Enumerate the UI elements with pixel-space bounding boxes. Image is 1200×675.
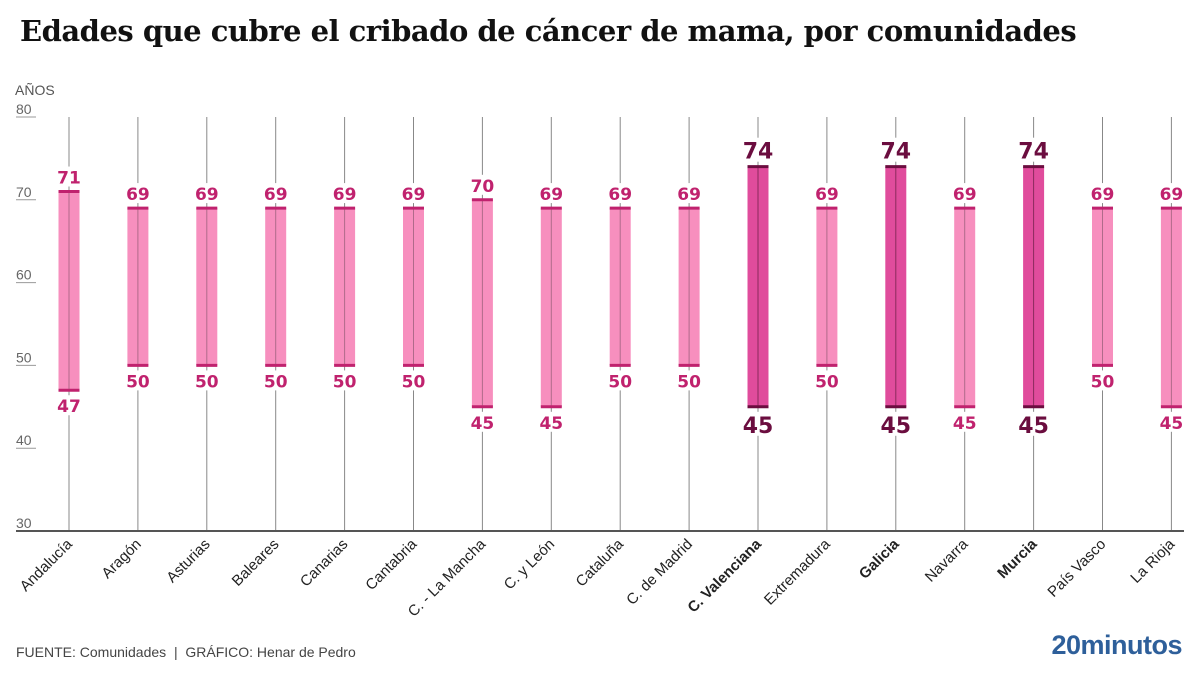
min-label-bg — [124, 370, 151, 391]
max-value-label: 69 — [815, 185, 839, 205]
min-value-label: 50 — [126, 372, 150, 392]
max-value-label: 74 — [1018, 140, 1049, 165]
max-value-label: 74 — [743, 140, 774, 165]
max-label-bg — [1017, 137, 1050, 162]
min-value-label: 50 — [264, 372, 288, 392]
min-value-label: 50 — [333, 372, 357, 392]
max-label-bg — [193, 183, 220, 204]
x-tick-label: C. de Madrid — [623, 536, 696, 609]
x-tick-label: Baleares — [229, 536, 283, 590]
x-tick-label: Aragón — [99, 536, 145, 582]
x-tick-label: Canarias — [297, 536, 351, 590]
min-label-bg — [1158, 411, 1185, 432]
min-value-label: 45 — [539, 414, 563, 434]
x-tick-label: País Vasco — [1044, 536, 1109, 601]
max-label-bg — [56, 166, 82, 187]
x-tick-label: La Rioja — [1127, 535, 1178, 586]
max-label-bg — [742, 137, 774, 162]
y-tick-label: 40 — [16, 432, 32, 448]
min-label-bg — [607, 370, 634, 391]
min-label-bg — [1017, 411, 1050, 436]
min-value-label: 50 — [608, 372, 632, 392]
min-label-bg — [193, 370, 220, 391]
max-value-label: 71 — [57, 169, 81, 189]
y-tick-label: 50 — [16, 349, 32, 365]
max-value-label: 69 — [608, 185, 632, 205]
x-tick-label: Navarra — [922, 535, 972, 585]
max-value-label: 69 — [1091, 185, 1115, 205]
min-label-bg — [951, 411, 978, 432]
min-value-label: 45 — [743, 414, 774, 439]
max-label-bg — [1158, 183, 1185, 204]
y-tick-label: 80 — [16, 101, 32, 117]
max-value-label: 74 — [880, 140, 911, 165]
x-tick-label: C. y León — [501, 536, 558, 593]
x-tick-label: C. Valenciana — [684, 535, 765, 616]
min-label-bg — [469, 411, 496, 432]
y-tick-label: 70 — [16, 184, 32, 200]
min-label-bg — [262, 370, 289, 391]
max-label-bg — [607, 183, 634, 204]
min-value-label: 45 — [1018, 414, 1049, 439]
max-label-bg — [538, 183, 565, 204]
min-value-label: 45 — [1160, 414, 1184, 434]
x-tick-label: Andalucía — [17, 535, 77, 595]
brand-logo: 20minutos — [1051, 630, 1182, 660]
min-value-label: 50 — [195, 372, 219, 392]
x-tick-label: Asturias — [163, 536, 213, 586]
min-label-bg — [538, 411, 565, 432]
min-label-bg — [813, 370, 840, 391]
min-value-label: 45 — [880, 414, 911, 439]
max-label-bg — [400, 183, 427, 204]
source-credit: FUENTE: Comunidades | GRÁFICO: Henar de … — [16, 644, 356, 660]
y-tick-label: 60 — [16, 267, 32, 283]
x-tick-label: Extremadura — [761, 535, 834, 608]
max-label-bg — [879, 137, 912, 162]
max-value-label: 69 — [264, 185, 288, 205]
min-value-label: 50 — [815, 372, 839, 392]
y-tick-label: 30 — [16, 515, 32, 531]
max-label-bg — [1089, 183, 1116, 204]
max-value-label: 69 — [677, 185, 701, 205]
max-label-bg — [469, 174, 496, 195]
x-tick-label: Galicia — [856, 535, 903, 582]
chart-title: Edades que cubre el cribado de cáncer de… — [20, 14, 1077, 48]
max-value-label: 69 — [402, 185, 426, 205]
x-tick-label: Cataluña — [573, 535, 628, 590]
min-label-bg — [331, 370, 358, 391]
max-value-label: 69 — [333, 185, 357, 205]
max-value-label: 69 — [195, 185, 219, 205]
min-value-label: 50 — [402, 372, 426, 392]
min-value-label: 45 — [471, 414, 495, 434]
max-value-label: 70 — [471, 177, 495, 197]
max-label-bg — [262, 183, 289, 204]
max-label-bg — [676, 183, 703, 204]
max-label-bg — [813, 183, 840, 204]
max-value-label: 69 — [126, 185, 150, 205]
max-value-label: 69 — [1160, 185, 1184, 205]
min-value-label: 50 — [677, 372, 701, 392]
max-value-label: 69 — [539, 185, 563, 205]
max-label-bg — [951, 183, 978, 204]
min-label-bg — [742, 411, 774, 436]
y-axis-label: AÑOS — [15, 82, 55, 98]
max-label-bg — [124, 183, 151, 204]
max-label-bg — [331, 183, 358, 204]
min-value-label: 50 — [1091, 372, 1115, 392]
min-label-bg — [1089, 370, 1116, 391]
x-tick-label: Murcia — [994, 535, 1041, 582]
min-label-bg — [879, 411, 912, 436]
min-label-bg — [676, 370, 703, 391]
min-label-bg — [56, 395, 82, 416]
min-value-label: 47 — [57, 397, 81, 417]
min-value-label: 45 — [953, 414, 977, 434]
min-label-bg — [400, 370, 427, 391]
x-tick-label: Cantabria — [362, 535, 420, 593]
max-value-label: 69 — [953, 185, 977, 205]
